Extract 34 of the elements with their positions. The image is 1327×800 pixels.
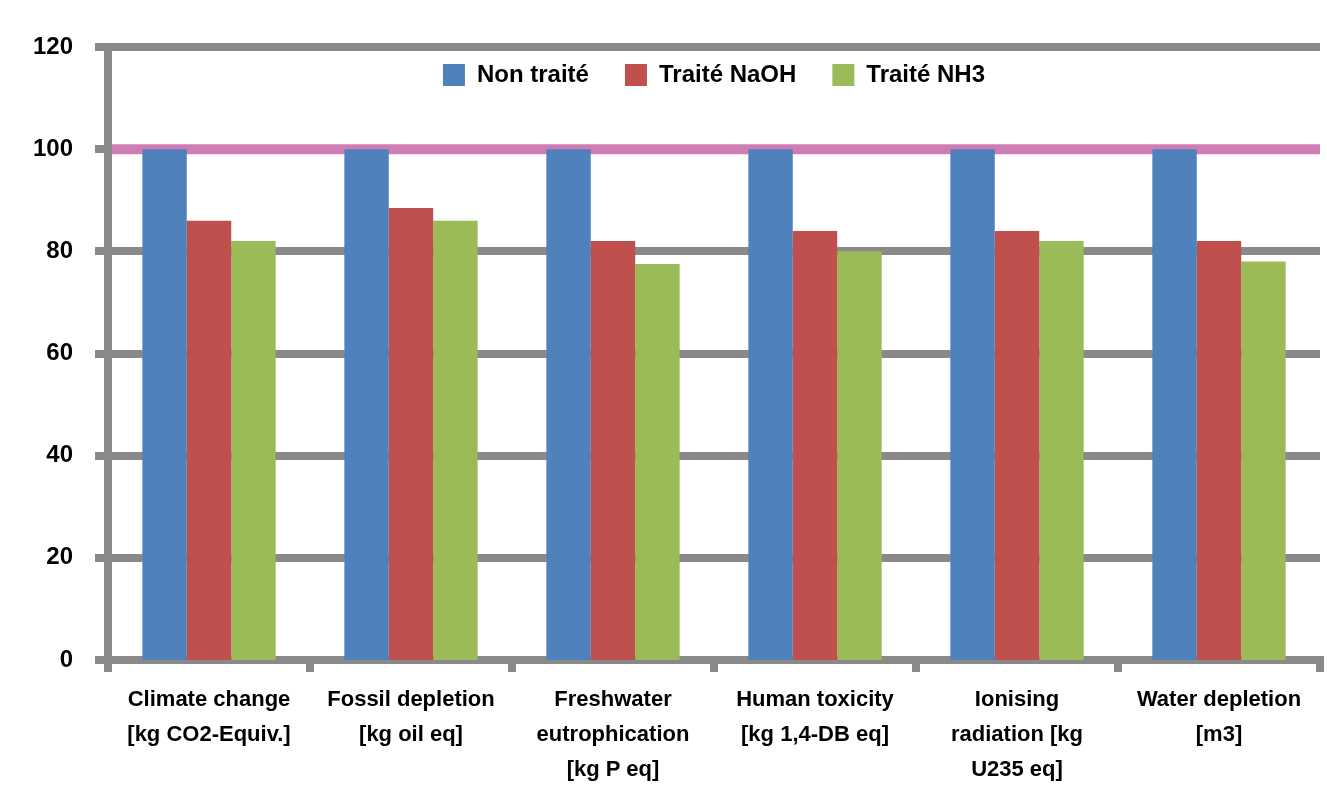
x-tick-label: Freshwater eutrophication [kg P eq] [536,685,690,782]
bar [142,149,187,660]
x-tick-label: Water depletion [m3] [1136,685,1302,746]
bar [748,149,793,660]
y-tick-label: 60 [46,338,73,366]
legend-label: Non traité [476,59,589,87]
y-tick-label: 100 [32,133,73,161]
legend-label: Traité NH3 [866,59,986,87]
bar [1152,149,1197,660]
y-tick-label: 80 [46,235,73,263]
bar [1039,241,1084,660]
bar [186,220,232,660]
x-tick-label: Climate change [kg CO2-Equiv.] [127,685,291,746]
y-tick-label: 0 [59,644,73,672]
bar [635,264,680,660]
y-tick-label: 120 [32,31,73,59]
bar [837,251,882,660]
bar [590,241,636,660]
y-tick-label: 40 [46,440,73,468]
bar [344,149,389,660]
bar [792,230,838,660]
x-tick-label: Ionising radiation [kg U235 eq] [950,685,1084,782]
bar [433,220,478,660]
x-tick-label: Human toxicity [kg 1,4-DB eq] [736,685,895,746]
x-tick-label: Fossil depletion [kg oil eq] [327,685,495,746]
bar [994,230,1040,660]
y-tick-label: 20 [46,542,73,570]
bar [1241,261,1286,660]
bar [231,241,276,660]
legend-label: Traité NaOH [658,59,797,87]
bar [950,149,995,660]
bar [1196,241,1242,660]
bar [546,149,591,660]
bar [388,207,434,660]
